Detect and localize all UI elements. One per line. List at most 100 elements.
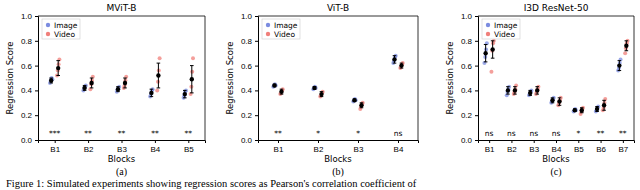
frame-top	[258, 16, 418, 17]
x-tick-label: B1	[50, 145, 60, 154]
error-cap	[602, 110, 606, 111]
point	[579, 112, 583, 116]
x-tick-label: B4	[394, 145, 404, 154]
y-tick-label: 0.4	[241, 86, 253, 95]
error-cap	[506, 94, 510, 95]
legend-marker	[266, 23, 270, 27]
x-tick: B7	[618, 140, 628, 154]
y-tick: 0.4	[21, 86, 38, 95]
y-tick-mark	[475, 41, 478, 42]
x-tick-mark	[278, 140, 279, 143]
error-cap	[183, 90, 187, 91]
marks	[482, 39, 629, 116]
point	[57, 57, 61, 61]
point	[489, 70, 493, 74]
error-cap	[618, 60, 622, 61]
point	[91, 75, 95, 79]
significance-label: **	[151, 129, 159, 138]
y-tick-mark	[35, 16, 38, 17]
y-axis-title: Regression Score	[445, 41, 455, 114]
point	[82, 86, 86, 90]
y-tick: 1.0	[461, 12, 478, 21]
y-tick-mark	[255, 41, 258, 42]
x-tick-label: B5	[184, 145, 194, 154]
x-tick-mark	[122, 140, 123, 143]
x-tick-label: B1	[485, 145, 495, 154]
point	[485, 41, 489, 45]
x-tick-label: B6	[596, 145, 606, 154]
legend-marker	[486, 32, 490, 36]
y-tick: 0.0	[241, 136, 258, 145]
x-tick: B1	[485, 140, 495, 154]
y-tick-label: 1.0	[461, 12, 473, 21]
y-tick-label: 0.8	[461, 37, 473, 46]
marks	[48, 56, 195, 100]
x-tick-mark	[556, 140, 557, 143]
y-tick-label: 0.4	[461, 86, 473, 95]
x-tick: B1	[274, 140, 284, 154]
error-cap	[150, 96, 154, 97]
error-cap	[123, 87, 127, 88]
mean-marker	[513, 88, 517, 92]
y-tick-label: 1.0	[21, 12, 33, 21]
y-axis: 0.00.20.40.60.81.0	[21, 12, 39, 145]
y-tick-mark	[255, 90, 258, 91]
y-tick-label: 0.2	[21, 111, 33, 120]
error-cap	[150, 89, 154, 90]
x-axis-title: Blocks	[542, 154, 570, 164]
mean-marker	[550, 98, 554, 102]
point	[312, 86, 316, 90]
x-tick: B1	[50, 140, 60, 154]
mean-marker	[490, 47, 494, 51]
y-tick-label: 0.8	[241, 37, 253, 46]
x-axis: B1B2B3B4	[259, 140, 419, 154]
y-axis-title: Regression Score	[5, 41, 15, 114]
y-tick: 0.0	[21, 136, 38, 145]
y-tick: 0.2	[461, 111, 478, 120]
error-cap	[90, 78, 94, 79]
x-tick-mark	[55, 140, 56, 143]
mean-marker	[528, 91, 532, 95]
panel: 0.00.20.40.60.81.0B1B2B3B4****nsViT-BBlo…	[225, 3, 419, 178]
y-axis-line	[35, 17, 39, 141]
frame-right	[418, 16, 419, 140]
mean-marker	[82, 86, 86, 90]
error-cap	[535, 86, 539, 87]
error-cap	[513, 94, 517, 95]
y-tick-label: 0.4	[21, 86, 33, 95]
x-tick: B2	[507, 140, 517, 154]
y-tick: 0.0	[461, 136, 478, 145]
significance-label: **	[619, 129, 627, 138]
y-tick: 0.2	[241, 111, 258, 120]
mean-marker	[595, 107, 599, 111]
subcaption: (b)	[332, 166, 344, 178]
point	[623, 51, 627, 55]
x-tick-label: B2	[84, 145, 94, 154]
y-tick-mark	[475, 115, 478, 116]
x-tick: B4	[394, 140, 404, 154]
legend-label: Image	[54, 21, 78, 30]
legend-marker	[46, 32, 50, 36]
x-tick-mark	[511, 140, 512, 143]
y-tick: 0.8	[241, 37, 258, 46]
mean-marker	[617, 63, 621, 67]
y-axis-line	[475, 17, 479, 141]
significance-label: ns	[485, 129, 494, 138]
mean-marker	[49, 78, 53, 82]
mean-marker	[279, 89, 283, 93]
mean-marker	[573, 108, 577, 112]
x-tick-mark	[489, 140, 490, 143]
x-axis-line	[479, 141, 635, 144]
error-cap	[56, 60, 60, 61]
x-axis-title: Blocks	[324, 154, 352, 164]
mean-marker	[89, 81, 93, 85]
x-tick-label: B5	[574, 145, 584, 154]
error-cap	[618, 70, 622, 71]
legend-label: Video	[494, 30, 515, 39]
x-tick-mark	[601, 140, 602, 143]
point	[603, 97, 607, 101]
y-tick-label: 0.6	[21, 62, 33, 71]
point	[272, 83, 276, 87]
legend-marker	[46, 23, 50, 27]
error-cap	[513, 86, 517, 87]
